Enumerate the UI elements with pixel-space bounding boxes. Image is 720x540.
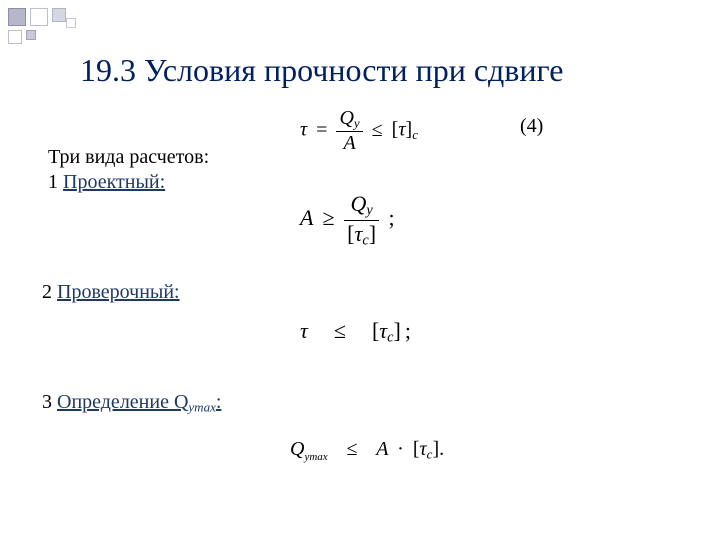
formula-check: τ ≤ [τc];: [300, 318, 415, 347]
item-3-subscript: ymax: [188, 399, 215, 414]
f-main-eq: =: [312, 119, 331, 141]
f-qmax-Q: Q: [290, 438, 304, 460]
item-3-text-a: Определение Q: [57, 391, 188, 413]
deco-square: [52, 8, 66, 22]
formula-qmax: Qymax ≤ A · [τc].: [290, 438, 444, 463]
item-3-text: Определение Qymax:: [57, 391, 221, 413]
deco-square: [30, 8, 48, 26]
item-3: 3 Определение Qymax:: [42, 390, 221, 416]
f-main-Q: Q: [339, 107, 353, 129]
f-check-le: ≤: [330, 318, 350, 343]
f-check-semi: ;: [401, 318, 415, 343]
f-qmax-ymax: ymax: [304, 451, 327, 463]
f-check-tau2: τ: [379, 318, 387, 343]
deco-square: [26, 30, 36, 40]
f-qmax-tau: τ: [420, 438, 427, 460]
item-2-num: 2: [42, 281, 57, 303]
f-main-tau2: τ: [398, 119, 405, 141]
f-proj-semi: ;: [385, 205, 399, 230]
f-main-A: A: [336, 132, 362, 154]
f-main-c: c: [412, 127, 418, 142]
item-1-num: 1: [48, 171, 63, 193]
formula-proj: A ≥ Qy [τc] ;: [300, 192, 399, 248]
f-qmax-le: ≤: [343, 438, 362, 460]
item-3-text-b: :: [216, 391, 222, 413]
f-main-y: y: [354, 115, 360, 130]
f-main-frac: Qy A: [336, 108, 362, 154]
f-proj-y: y: [366, 203, 372, 219]
deco-square: [8, 30, 22, 44]
slide-title: 19.3 Условия прочности при сдвиге: [80, 52, 563, 89]
f-check-rb: ]: [394, 318, 401, 343]
f-proj-frac: Qy [τc]: [344, 192, 379, 248]
item-1-text: Проектный:: [63, 171, 165, 193]
f-check-tau: τ: [300, 318, 308, 343]
f-proj-Q: Q: [350, 191, 366, 216]
corner-decoration: [8, 8, 128, 48]
f-proj-ge: ≥: [319, 205, 339, 230]
f-main-le: ≤: [368, 119, 387, 141]
item-2-text: Проверочный:: [57, 281, 180, 303]
equation-number: (4): [520, 115, 543, 138]
f-main-tau: τ: [300, 119, 307, 141]
item-2: 2 Проверочный:: [42, 280, 180, 305]
f-qmax-lb: [: [413, 438, 420, 460]
item-1: 1 Проектный:: [48, 170, 165, 195]
f-qmax-A: A: [376, 438, 388, 460]
deco-square: [8, 8, 26, 26]
formula-main: τ = Qy A ≤ [τ]c: [300, 108, 418, 154]
item-3-num: 3: [42, 391, 57, 413]
intro-line: Три вида расчетов:: [48, 145, 209, 170]
deco-square: [66, 18, 76, 28]
f-proj-A: A: [300, 205, 313, 230]
f-qmax-period: .: [439, 438, 444, 460]
f-qmax-dot: ·: [393, 438, 408, 460]
f-proj-rb: ]: [369, 221, 376, 246]
